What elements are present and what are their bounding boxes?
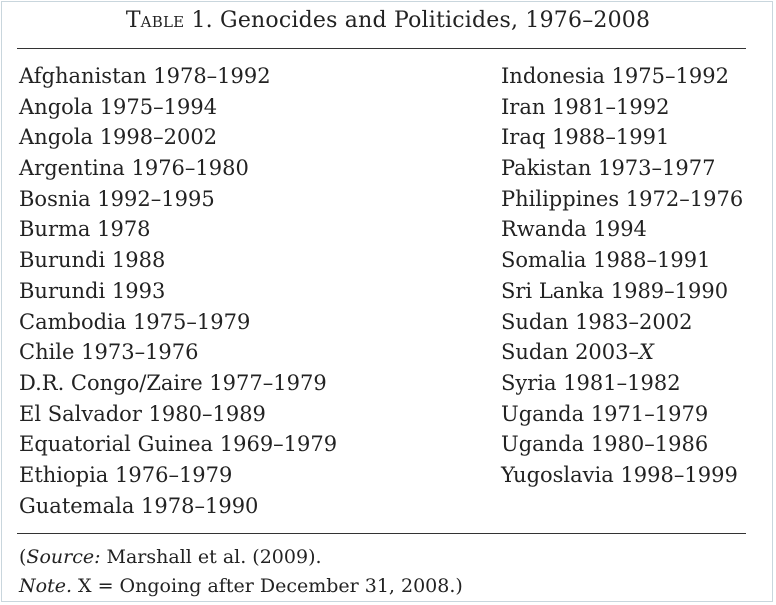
table-entry: Iran 1981–1992 — [501, 94, 670, 119]
table-entry: Syria 1981–1982 — [501, 370, 681, 395]
table-entry: Cambodia 1975–1979 — [19, 309, 251, 334]
table-title: Table 1. Genocides and Politicides, 1976… — [0, 8, 776, 33]
note-text: X = Ongoing after December 31, 2008.) — [71, 575, 463, 597]
table-entry: Bosnia 1992–1995 — [19, 186, 215, 211]
table-entry: Somalia 1988–1991 — [501, 248, 711, 273]
source-open-paren: ( — [19, 546, 27, 568]
source-label: Source: — [26, 546, 101, 568]
table-entry: El Salvador 1980–1989 — [19, 401, 266, 426]
table-entry: Sudan 2003–X — [501, 340, 654, 365]
top-rule — [17, 48, 746, 49]
table-entry: Burma 1978 — [19, 217, 151, 242]
table-entry: Afghanistan 1978–1992 — [19, 64, 271, 88]
source-line: (Source: Marshall et al. (2009). — [19, 543, 463, 572]
table-entry: Sudan 1983–2002 — [501, 309, 693, 334]
table-entry: Angola 1998–2002 — [19, 125, 218, 150]
table-entry: Indonesia 1975–1992 — [501, 64, 729, 88]
table-entry: Yugoslavia 1998–1999 — [501, 462, 738, 487]
table-entry: Ethiopia 1976–1979 — [19, 462, 233, 487]
table-entry: Rwanda 1994 — [501, 217, 647, 242]
note-line: Note. X = Ongoing after December 31, 200… — [19, 572, 463, 601]
table-title-text: Genocides and Politicides, 1976–2008 — [220, 8, 651, 33]
table-entry: Uganda 1980–1986 — [501, 432, 709, 457]
table-notes: (Source: Marshall et al. (2009). Note. X… — [19, 543, 463, 601]
table-label: Table 1. — [125, 8, 213, 33]
table-entry: Guatemala 1978–1990 — [19, 493, 259, 518]
table-entry: Burundi 1993 — [19, 278, 166, 303]
table-entry: Sri Lanka 1989–1990 — [501, 278, 729, 303]
table-entry: Iraq 1988–1991 — [501, 125, 670, 150]
bottom-rule — [17, 533, 746, 534]
table-entry: Chile 1973–1976 — [19, 340, 199, 365]
table-entry: D.R. Congo/Zaire 1977–1979 — [19, 370, 327, 395]
table-entry: Burundi 1988 — [19, 248, 166, 273]
table-entry: Argentina 1976–1980 — [19, 156, 249, 181]
table-entry: Uganda 1971–1979 — [501, 401, 709, 426]
table-entry: Angola 1975–1994 — [19, 94, 218, 119]
table-entry: Philippines 1972–1976 — [501, 186, 744, 211]
table-entry: Pakistan 1973–1977 — [501, 156, 716, 181]
right-column: Indonesia 1975–1992 Iran 1981–1992 Iraq 19… — [501, 61, 743, 491]
left-column: Afghanistan 1978–1992 Angola 1975–1994 Ang… — [19, 61, 337, 521]
table-entry: Equatorial Guinea 1969–1979 — [19, 432, 338, 457]
source-text: Marshall et al. (2009). — [100, 546, 322, 568]
note-label: Note. — [19, 575, 72, 597]
